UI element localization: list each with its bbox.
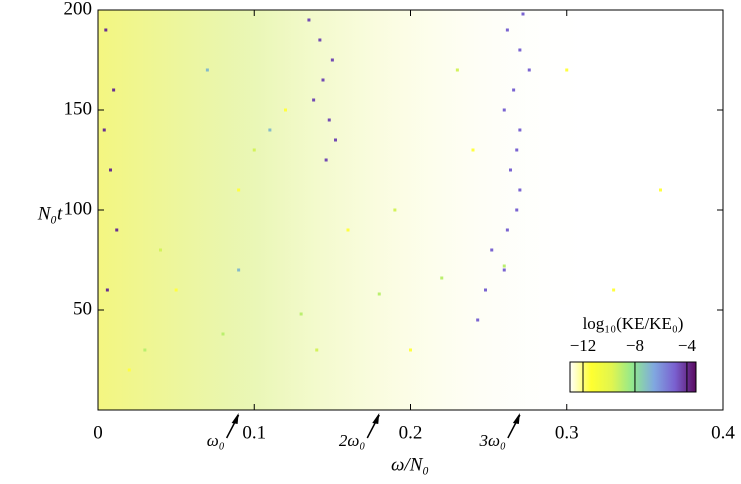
point [505, 28, 509, 32]
point [518, 128, 522, 132]
point [109, 168, 112, 172]
point [515, 208, 519, 212]
point [409, 348, 412, 352]
point [612, 288, 616, 292]
point [565, 68, 569, 72]
point [307, 18, 311, 22]
point [521, 12, 525, 16]
point [159, 248, 162, 252]
point [115, 228, 119, 232]
annotation-arrowhead [372, 413, 380, 424]
point [315, 348, 319, 352]
point [518, 188, 522, 192]
point [484, 288, 487, 292]
point [327, 118, 331, 122]
point [321, 78, 325, 82]
point [205, 68, 209, 72]
colorbar-label: log₁₀(KE/KE₀) [583, 314, 684, 333]
annotation-label: ω₀ [207, 431, 225, 450]
point [502, 264, 506, 268]
y-tick-label: 50 [73, 298, 92, 319]
point [659, 188, 662, 192]
x-axis-label: ω/N₀ [391, 454, 429, 475]
point [505, 228, 509, 232]
point [299, 312, 303, 316]
point [377, 292, 381, 296]
point [237, 268, 241, 272]
point [324, 158, 328, 162]
point [490, 248, 494, 252]
y-tick-label: 100 [64, 198, 93, 219]
point [346, 228, 350, 232]
point [104, 28, 108, 32]
point [143, 348, 147, 352]
point [515, 148, 519, 152]
point [527, 68, 531, 72]
annotation-label: 3ω₀ [478, 431, 506, 450]
point [127, 368, 131, 372]
annotation-arrowhead [231, 413, 239, 424]
point [105, 288, 109, 292]
x-tick-label: 0 [93, 422, 103, 443]
y-axis-label: N₀t [37, 203, 63, 224]
point [318, 38, 322, 42]
point [518, 48, 522, 52]
point [221, 332, 225, 336]
point [252, 148, 256, 152]
point [502, 108, 506, 112]
x-tick-label: 0.2 [399, 422, 423, 443]
colorbar-tick-label: −4 [678, 336, 697, 355]
point [284, 108, 287, 112]
point [237, 188, 241, 192]
annotation-arrowhead [512, 413, 520, 424]
point [440, 276, 444, 280]
point [502, 268, 506, 272]
annotation-label: 2ω₀ [339, 431, 366, 450]
point [174, 288, 178, 292]
point [393, 208, 397, 212]
colorbar [569, 361, 697, 393]
colorbar-tick-label: −12 [570, 336, 597, 355]
point [330, 58, 334, 62]
point [112, 88, 116, 92]
point [455, 68, 459, 72]
point [512, 88, 516, 92]
point [476, 318, 480, 322]
point [509, 168, 512, 172]
point [471, 148, 475, 152]
x-tick-label: 0.3 [555, 422, 579, 443]
point [334, 138, 337, 142]
y-tick-label: 150 [64, 98, 93, 119]
point [102, 128, 106, 132]
point [312, 98, 316, 102]
x-tick-label: 0.1 [242, 422, 266, 443]
y-tick-label: 200 [64, 0, 93, 19]
colorbar-tick-label: −8 [626, 336, 644, 355]
x-tick-label: 0.4 [711, 422, 735, 443]
point [268, 128, 272, 132]
